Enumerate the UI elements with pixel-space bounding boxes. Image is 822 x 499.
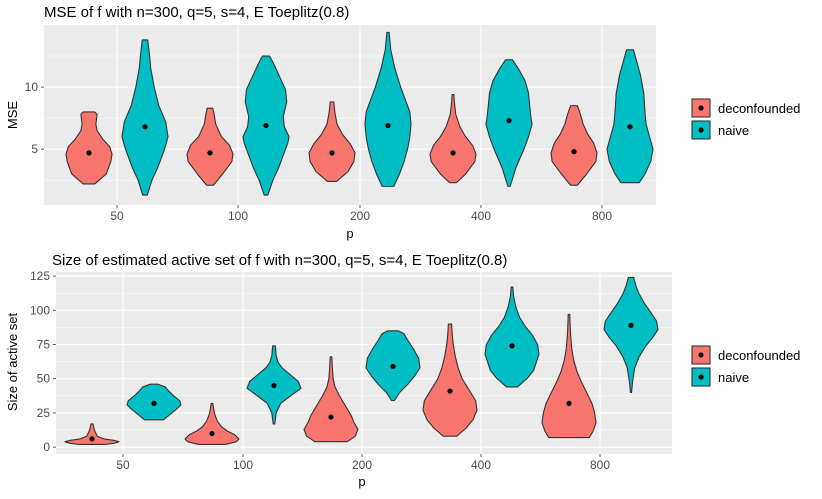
median-point-deconfounded-p400 [447,388,453,394]
median-point-naive-p800 [627,124,633,130]
active-set-chart: Size of estimated active set of f with n… [5,252,800,489]
median-point-naive-p400 [509,343,515,349]
active-set-y-axis: 0 25 50 75 100 125 [30,269,56,454]
violin-naive-p400 [484,286,540,388]
violin-naive-p800 [606,49,654,184]
median-point-deconfounded-p200 [329,150,335,156]
legend-dot [698,352,704,358]
legend-dot [698,127,704,133]
y-tick-label: 25 [37,406,51,420]
median-point-deconfounded-p400 [450,150,456,156]
active-set-legend: deconfounded naive [691,345,800,387]
legend-item-naive: naive [691,367,749,387]
x-tick-label: 50 [110,209,124,223]
mse-x-axis-title: p [346,226,353,241]
legend-item-naive: naive [691,120,749,140]
violin-deconfounded-p50 [65,111,113,185]
median-point-naive-p800 [628,322,634,328]
active-set-y-axis-title: Size of active set [5,312,20,411]
violin-deconfounded-p100 [184,402,240,445]
mse-violins [65,31,654,196]
median-point-naive-p100 [271,382,277,389]
y-tick-label: 10 [25,80,39,94]
median-point-naive-p400 [506,117,512,124]
x-tick-label: 200 [350,209,370,223]
violin-deconfounded-p100 [186,107,234,186]
mse-x-axis: 50 100 200 400 800 [110,205,612,223]
violin-deconfounded-p50 [64,423,120,445]
median-point-naive-p200 [390,363,396,370]
legend-label-deconfounded: deconfounded [718,348,800,363]
x-tick-label: 400 [471,458,491,472]
active-set-chart-title: Size of estimated active set of f with n… [52,252,507,269]
violin-naive-p200 [364,31,412,187]
median-point-deconfounded-p50 [89,436,95,442]
mse-y-axis-title: MSE [5,101,20,130]
x-tick-label: 50 [116,458,130,472]
median-point-deconfounded-p50 [86,150,92,156]
violin-deconfounded-p800 [541,313,597,439]
mse-legend: deconfounded naive [691,98,800,140]
legend-label-deconfounded: deconfounded [718,101,800,116]
violin-deconfounded-p400 [429,93,477,184]
violin-naive-p800 [603,276,659,393]
y-tick-label: 0 [43,440,50,454]
mse-chart: MSE of f with n=300, q=5, s=4, E Toeplit… [5,4,800,241]
y-tick-label: 100 [30,303,50,317]
y-tick-label: 50 [37,372,51,386]
active-set-medians [89,322,634,442]
x-tick-label: 400 [471,209,491,223]
y-tick-label: 5 [31,142,38,156]
violin-naive-p50 [121,39,169,196]
median-point-deconfounded-p200 [328,414,334,420]
x-tick-label: 800 [592,209,612,223]
median-point-naive-p100 [263,122,269,129]
x-tick-label: 100 [233,458,253,472]
legend-item-deconfounded: deconfounded [691,345,800,365]
y-tick-label: 75 [37,338,51,352]
median-point-deconfounded-p800 [571,149,577,155]
median-point-deconfounded-p100 [209,430,215,437]
mse-medians [86,117,633,156]
violin-deconfounded-p800 [550,105,598,186]
violin-deconfounded-p200 [303,356,359,443]
x-tick-label: 800 [590,458,610,472]
median-point-naive-p50 [142,124,148,130]
median-point-deconfounded-p100 [207,150,213,156]
violin-deconfounded-p400 [422,323,478,437]
legend-label-naive: naive [718,123,749,138]
active-set-x-axis-title: p [358,474,365,489]
y-tick-label: 125 [30,269,50,283]
median-point-deconfounded-p800 [566,400,572,406]
mse-chart-title: MSE of f with n=300, q=5, s=4, E Toeplit… [44,4,349,21]
legend-dot [698,105,704,111]
median-point-naive-p200 [385,122,391,129]
mse-y-axis: 5 10 [25,80,44,156]
legend-dot [698,374,704,380]
legend-label-naive: naive [718,370,749,385]
active-set-x-axis: 50 100 200 400 800 [116,454,610,472]
legend-item-deconfounded: deconfounded [691,98,800,118]
x-tick-label: 200 [352,458,372,472]
x-tick-label: 100 [228,209,248,223]
violin-deconfounded-p200 [308,101,356,182]
median-point-naive-p50 [151,400,157,406]
